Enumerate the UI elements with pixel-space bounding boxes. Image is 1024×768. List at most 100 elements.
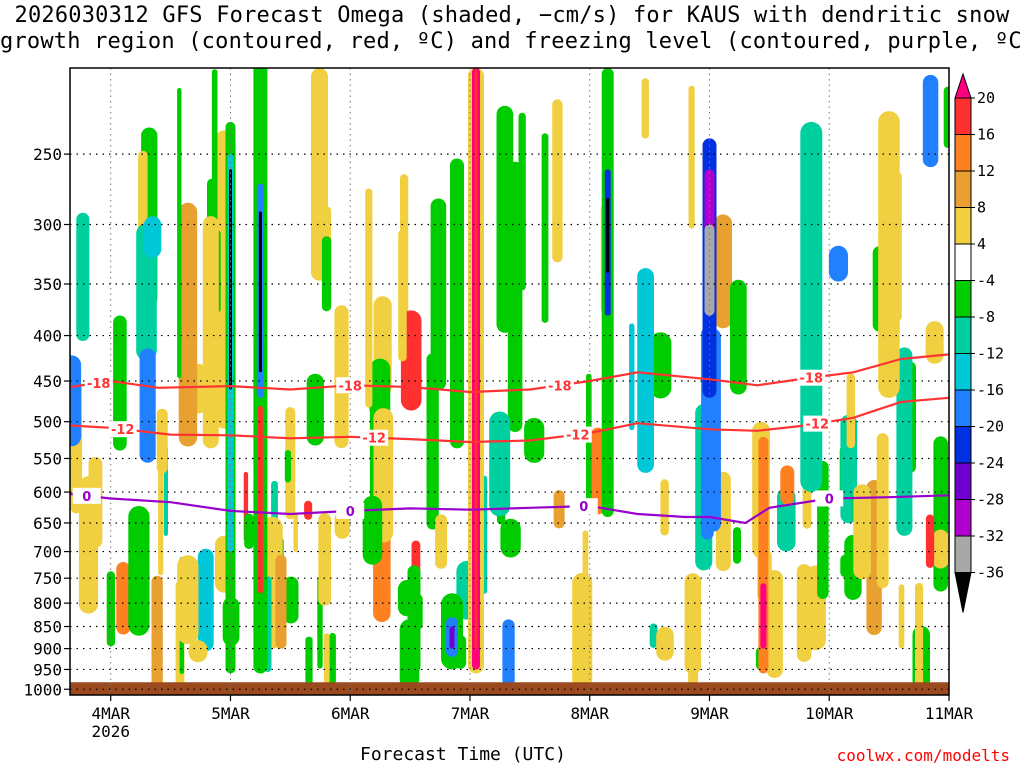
- x-tick-label: 9MAR: [690, 704, 729, 723]
- omega-shade: [188, 640, 208, 663]
- omega-shade: [304, 500, 313, 520]
- y-tick-label: 400: [33, 327, 62, 346]
- colorbar-arrow-bottom: [954, 572, 972, 613]
- omega-shade: [922, 74, 939, 168]
- y-tick-label: 800: [33, 594, 62, 613]
- site-credit: coolwx.com/modelts: [836, 746, 1010, 765]
- contour-label-bg: [815, 490, 844, 507]
- omega-shade: [637, 268, 654, 473]
- omega-shade: [229, 169, 232, 390]
- omega-shade: [323, 633, 330, 690]
- omega-shade: [915, 582, 924, 690]
- contour-label-bg: [545, 377, 574, 394]
- colorbar-label: 4: [977, 235, 986, 253]
- omega-shade: [143, 216, 162, 258]
- y-axis: 250 300 350 400 450 500 550 600 650 700 750 800 850 9…: [23, 145, 70, 699]
- x-tick-label: 4MAR: [91, 704, 130, 723]
- contour-label-bg: [360, 429, 389, 446]
- chart-title-line-1: 2026030312 GFS Forecast Omega (shaded, −…: [14, 3, 1010, 28]
- omega-shade: [714, 214, 732, 329]
- colorbar-label: 12: [977, 162, 995, 180]
- omega-shade: [430, 198, 447, 391]
- x-tick-label: 6MAR: [331, 704, 370, 723]
- omega-shade: [846, 373, 855, 449]
- y-tick-label: 850: [33, 618, 62, 637]
- omega-shade: [284, 450, 291, 483]
- omega-shade: [435, 514, 448, 569]
- omega-shade: [780, 465, 795, 505]
- omega-shade: [283, 576, 299, 624]
- omega-shade: [541, 133, 549, 323]
- omega-shade: [932, 529, 949, 569]
- contour-label: -18: [87, 377, 111, 392]
- colorbar-swatch: [954, 462, 972, 500]
- omega-shade: [502, 619, 515, 690]
- omega-shade: [244, 513, 254, 549]
- contour-label-bg: [84, 374, 113, 391]
- colorbar-label: -8: [977, 308, 995, 326]
- contour-label-bg: [108, 421, 137, 438]
- contour-label: -12: [362, 432, 386, 447]
- omega-shade: [365, 188, 373, 408]
- omega-shade: [397, 580, 417, 617]
- colorbar-label: -20: [977, 418, 1004, 436]
- omega-shade: [474, 68, 478, 649]
- omega-shade: [398, 229, 407, 362]
- contour-label-bg: [336, 502, 365, 519]
- omega-shade: [489, 411, 511, 517]
- colorbar-label: -24: [977, 454, 1004, 472]
- omega-shade: [136, 223, 157, 361]
- colorbar-label: 8: [977, 199, 986, 217]
- colorbar-label: -32: [977, 527, 1004, 545]
- colorbar-swatch: [954, 389, 972, 427]
- omega-shade: [733, 527, 741, 564]
- omega-shade: [306, 373, 324, 446]
- y-tick-label: 950: [33, 660, 62, 679]
- omega-shade: [70, 355, 82, 447]
- contour-label-bg: [336, 377, 365, 394]
- y-tick-label: 1000: [23, 680, 62, 699]
- ground-surface: [70, 682, 949, 695]
- omega-shade: [399, 619, 420, 690]
- omega-shade: [178, 202, 198, 447]
- colorbar-swatch: [954, 316, 972, 354]
- colorbar-swatch: [954, 97, 972, 135]
- omega-shade: [450, 158, 464, 449]
- colorbar-arrow-top: [954, 72, 972, 99]
- x-tick-label: 8MAR: [570, 704, 609, 723]
- omega-shade: [496, 105, 514, 333]
- omega-shade: [362, 495, 383, 565]
- omega-shade: [800, 121, 823, 493]
- omega-shade: [656, 626, 674, 661]
- omega-shade: [500, 518, 521, 558]
- omega-shade: [943, 86, 949, 148]
- colorbar-swatch: [954, 170, 972, 208]
- x-axis-label: Forecast Time (UTC): [360, 744, 566, 765]
- y-tick-label: 600: [33, 483, 62, 502]
- colorbar-swatch: [954, 535, 972, 573]
- y-tick-label: 350: [33, 275, 62, 294]
- omega-shading: [70, 68, 949, 690]
- y-tick-label: 750: [33, 569, 62, 588]
- omega-shade: [76, 212, 90, 341]
- omega-shade: [896, 347, 913, 536]
- colorbar-label: -36: [977, 564, 1004, 582]
- omega-shade: [202, 216, 219, 449]
- omega-shade: [151, 575, 163, 690]
- omega-shade: [688, 85, 695, 229]
- omega-shade: [898, 584, 905, 649]
- y-tick-label: 900: [33, 640, 62, 659]
- contour-label: -12: [566, 429, 590, 444]
- omega-shade: [449, 626, 455, 649]
- omega-shade: [197, 548, 214, 652]
- omega-shade: [128, 506, 150, 636]
- y-tick-label: 250: [33, 145, 62, 164]
- omega-shade: [649, 332, 672, 399]
- colorbar: 20 16 12 8 4 -4 -8 -12 -16 -20 -24 -28 -32 -36: [954, 72, 1004, 613]
- omega-shade: [853, 484, 871, 580]
- omega-shade: [334, 305, 349, 449]
- omega-shade: [586, 373, 592, 515]
- colorbar-label: -16: [977, 381, 1004, 399]
